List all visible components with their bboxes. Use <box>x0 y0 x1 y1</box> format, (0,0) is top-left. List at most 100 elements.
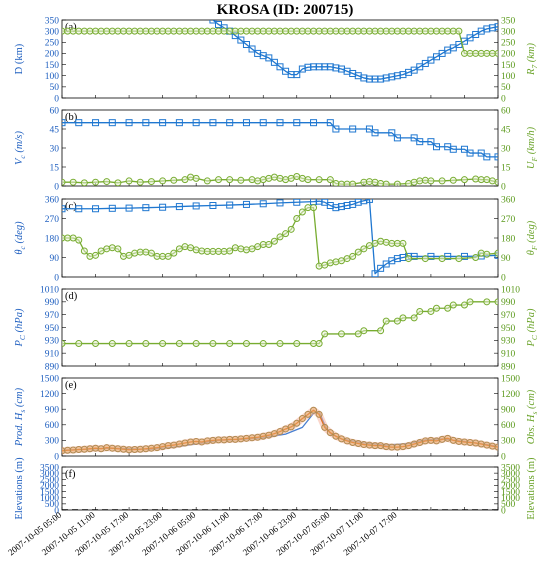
data-point-circle <box>259 432 267 440</box>
data-point-circle <box>399 239 407 247</box>
data-point-square <box>477 149 485 157</box>
data-point-circle <box>354 440 362 448</box>
data-point-circle <box>399 314 407 322</box>
y-axis-label-right: PC (hPa) <box>526 308 539 347</box>
y-tick-label-left: 0 <box>54 182 59 192</box>
data-point-circle <box>62 447 66 455</box>
plot-area <box>62 119 498 186</box>
y-tick-label-right: 950 <box>501 324 516 334</box>
data-point-circle <box>416 307 424 315</box>
data-point-square <box>433 143 441 151</box>
data-point-circle <box>287 423 295 431</box>
data-point-circle <box>270 237 278 245</box>
y-axis-label-left: Prod. Hs (cm) <box>14 387 27 447</box>
data-point-circle <box>276 174 284 182</box>
data-point-circle <box>175 340 183 348</box>
y-tick-label-left: 950 <box>45 324 60 334</box>
panel-label: (a) <box>65 22 77 33</box>
data-point-circle <box>416 438 424 446</box>
data-point-circle <box>147 444 155 452</box>
data-point-circle <box>365 441 373 449</box>
data-point-circle <box>147 178 155 186</box>
data-point-square <box>142 119 150 127</box>
panel-e: 0 0 300 300 600 600 900 900 1200 1200 1500 1500 (e) P… <box>14 374 539 462</box>
y-tick-label-left: 0 <box>54 452 59 462</box>
data-point-circle <box>382 238 390 246</box>
data-point-circle <box>377 442 385 450</box>
data-point-circle <box>282 176 290 184</box>
y-tick-label-right: 300 <box>501 27 516 37</box>
data-point-square <box>192 119 200 127</box>
data-point-circle <box>382 180 390 186</box>
data-point-square <box>108 204 116 212</box>
data-point-circle <box>315 410 323 418</box>
data-point-circle <box>80 247 88 255</box>
data-point-square <box>416 138 424 146</box>
data-point-circle <box>483 176 491 184</box>
y-tick-label-right: 0 <box>501 506 506 516</box>
data-point-square <box>92 119 100 127</box>
data-point-circle <box>231 435 239 443</box>
data-point-circle <box>393 317 401 325</box>
data-point-square <box>276 63 284 71</box>
data-point-circle <box>75 340 83 348</box>
data-point-circle <box>455 255 463 263</box>
data-point-square <box>62 119 66 127</box>
y-axis-label-right: UF (km/h) <box>526 126 539 169</box>
data-point-circle <box>226 340 234 348</box>
data-point-circle <box>488 442 496 450</box>
data-point-circle <box>494 443 498 451</box>
data-point-circle <box>164 442 172 450</box>
y-tick-label-left: 1000 <box>40 494 59 504</box>
data-point-circle <box>164 252 172 260</box>
figure-title: KROSA (ID: 200715) <box>217 2 354 18</box>
data-point-square <box>259 200 267 208</box>
data-point-circle <box>449 301 457 309</box>
data-point-circle <box>237 245 245 253</box>
data-point-circle <box>438 255 446 263</box>
y-tick-label-right: 60 <box>501 106 511 116</box>
data-point-circle <box>310 406 318 414</box>
data-point-circle <box>421 255 429 263</box>
y-tick-label-left: 990 <box>45 298 60 308</box>
data-point-circle <box>92 444 100 452</box>
y-tick-label-right: 990 <box>501 298 516 308</box>
data-point-circle <box>427 177 435 185</box>
data-point-circle <box>254 177 262 185</box>
data-point-square <box>365 199 373 203</box>
data-point-circle <box>203 177 211 185</box>
data-point-circle <box>276 428 284 436</box>
data-point-circle <box>304 410 312 418</box>
y-tick-label-left: 1010 <box>40 285 59 295</box>
data-point-circle <box>293 419 301 427</box>
panel-label: (e) <box>65 380 77 391</box>
panel-frame <box>61 19 499 99</box>
plot-area <box>62 406 498 455</box>
data-point-circle <box>276 233 284 241</box>
data-point-circle <box>304 176 312 184</box>
y-tick-label-right: 1200 <box>501 390 520 400</box>
data-point-square <box>108 119 116 127</box>
data-point-circle <box>410 440 418 448</box>
data-point-circle <box>220 247 228 255</box>
y-tick-label-left: 2000 <box>40 482 59 492</box>
data-point-square <box>365 125 373 133</box>
data-point-circle <box>449 176 457 184</box>
y-tick-label-right: 350 <box>501 16 516 26</box>
data-point-circle <box>282 230 290 238</box>
data-point-circle <box>326 429 334 437</box>
data-point-circle <box>276 340 284 348</box>
data-point-square <box>142 204 150 212</box>
data-point-square <box>349 125 357 133</box>
data-point-circle <box>377 179 385 186</box>
data-point-circle <box>477 249 485 257</box>
data-point-square <box>393 134 401 142</box>
data-point-circle <box>377 237 385 245</box>
data-point-circle <box>136 445 144 453</box>
y-tick-label-left: 1200 <box>40 390 59 400</box>
data-point-square <box>494 23 498 31</box>
y-tick-label-right: 250 <box>501 39 516 49</box>
data-point-circle <box>170 249 178 257</box>
y-tick-label-left: 300 <box>45 27 60 37</box>
